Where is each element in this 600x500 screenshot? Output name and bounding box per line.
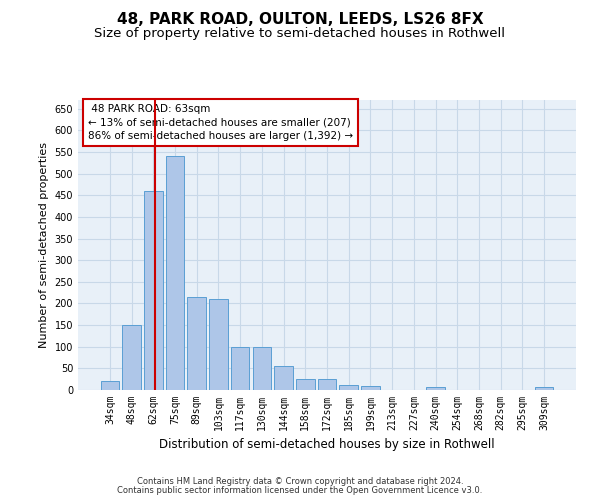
Text: Contains public sector information licensed under the Open Government Licence v3: Contains public sector information licen… (118, 486, 482, 495)
Text: Contains HM Land Registry data © Crown copyright and database right 2024.: Contains HM Land Registry data © Crown c… (137, 477, 463, 486)
Bar (253, 346, 271, 390)
Bar (318, 379, 336, 390)
Bar (361, 386, 380, 390)
Bar (231, 346, 250, 390)
X-axis label: Distribution of semi-detached houses by size in Rothwell: Distribution of semi-detached houses by … (159, 438, 495, 452)
Bar (340, 385, 358, 390)
Bar (101, 382, 119, 390)
Text: 48, PARK ROAD, OULTON, LEEDS, LS26 8FX: 48, PARK ROAD, OULTON, LEEDS, LS26 8FX (116, 12, 484, 28)
Bar (144, 191, 163, 390)
Bar (187, 297, 206, 390)
Bar (535, 386, 553, 390)
Bar (427, 386, 445, 390)
Text: 48 PARK ROAD: 63sqm
← 13% of semi-detached houses are smaller (207)
86% of semi-: 48 PARK ROAD: 63sqm ← 13% of semi-detach… (88, 104, 353, 141)
Bar (296, 379, 314, 390)
Bar (122, 325, 141, 390)
Bar (274, 366, 293, 390)
Bar (166, 156, 184, 390)
Text: Size of property relative to semi-detached houses in Rothwell: Size of property relative to semi-detach… (95, 28, 505, 40)
Y-axis label: Number of semi-detached properties: Number of semi-detached properties (39, 142, 49, 348)
Bar (209, 299, 227, 390)
